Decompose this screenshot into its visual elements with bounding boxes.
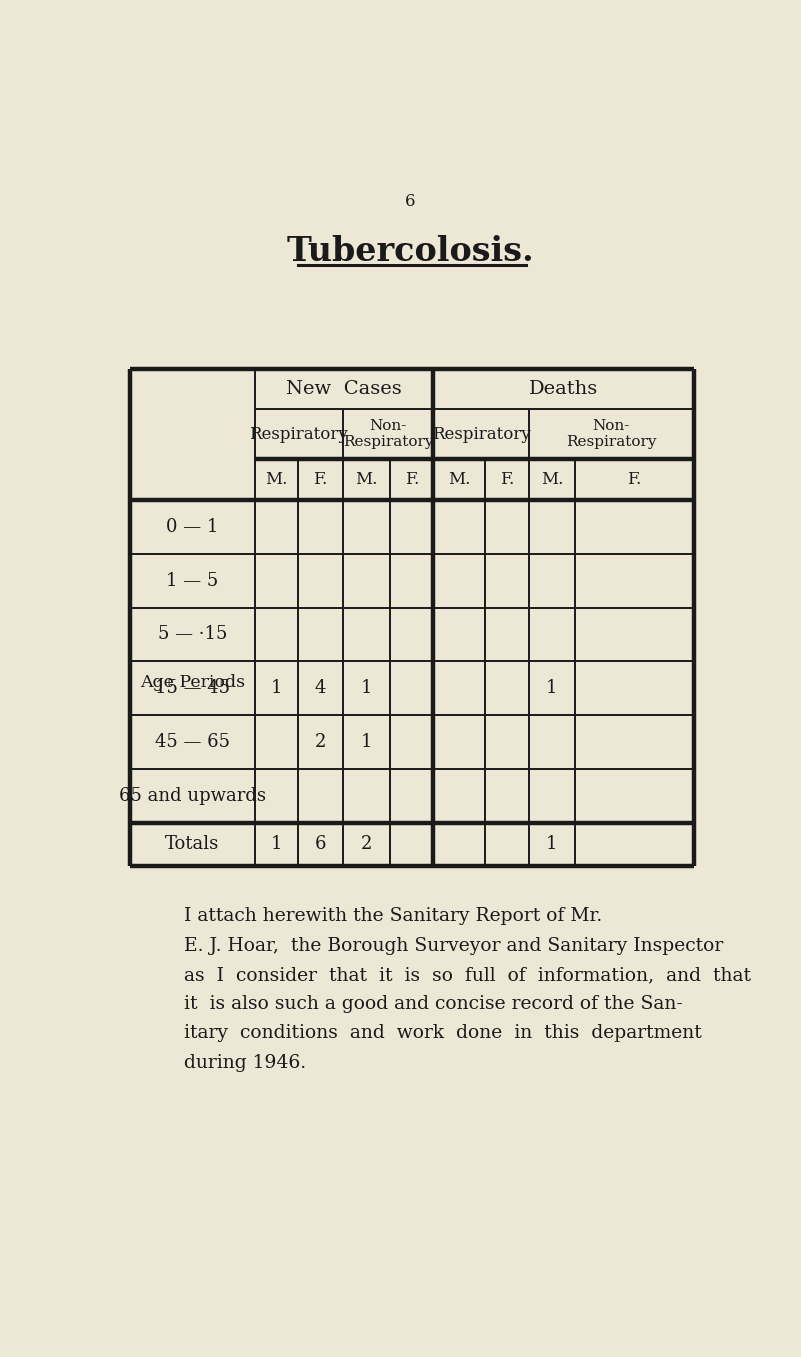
Text: F.: F. (405, 471, 419, 489)
Text: 1: 1 (546, 835, 557, 854)
Text: M.: M. (541, 471, 563, 489)
Text: F.: F. (500, 471, 514, 489)
Text: F.: F. (313, 471, 328, 489)
Text: F.: F. (627, 471, 642, 489)
Text: M.: M. (265, 471, 288, 489)
Text: 5 — ·15: 5 — ·15 (158, 626, 227, 643)
Text: Age Periods: Age Periods (140, 674, 245, 692)
Text: Totals: Totals (165, 835, 219, 854)
Text: it  is also such a good and concise record of the San-: it is also such a good and concise recor… (183, 995, 682, 1014)
Text: Respiratory: Respiratory (250, 426, 348, 442)
Text: Respiratory: Respiratory (432, 426, 530, 442)
Text: 1: 1 (546, 680, 557, 697)
Text: 6: 6 (405, 193, 416, 210)
Text: M.: M. (448, 471, 470, 489)
Text: 65 and upwards: 65 and upwards (119, 787, 266, 805)
Text: 4: 4 (315, 680, 326, 697)
Text: 1 — 5: 1 — 5 (167, 571, 219, 590)
Text: M.: M. (355, 471, 377, 489)
Text: E. J. Hoar,  the Borough Surveyor and Sanitary Inspector: E. J. Hoar, the Borough Surveyor and San… (183, 936, 723, 955)
Text: 1: 1 (360, 680, 372, 697)
Text: I attach herewith the Sanitary Report of Mr.: I attach herewith the Sanitary Report of… (183, 908, 602, 925)
Text: 15 — 45: 15 — 45 (155, 680, 230, 697)
Text: 1: 1 (271, 680, 282, 697)
Text: 2: 2 (360, 835, 372, 854)
Text: during 1946.: during 1946. (183, 1054, 306, 1072)
Text: Tubercolosis.: Tubercolosis. (286, 235, 534, 267)
Text: 1: 1 (360, 733, 372, 750)
Text: Non-
Respiratory: Non- Respiratory (566, 419, 657, 449)
Text: New  Cases: New Cases (287, 380, 402, 398)
Text: 0 — 1: 0 — 1 (166, 518, 219, 536)
Text: 1: 1 (271, 835, 282, 854)
Text: Non-
Respiratory: Non- Respiratory (343, 419, 433, 449)
Text: 6: 6 (315, 835, 326, 854)
Text: as  I  consider  that  it  is  so  full  of  information,  and  that: as I consider that it is so full of info… (183, 966, 751, 984)
Text: itary  conditions  and  work  done  in  this  department: itary conditions and work done in this d… (183, 1025, 702, 1042)
Text: 45 — 65: 45 — 65 (155, 733, 230, 750)
Text: 2: 2 (315, 733, 326, 750)
Text: Deaths: Deaths (529, 380, 598, 398)
